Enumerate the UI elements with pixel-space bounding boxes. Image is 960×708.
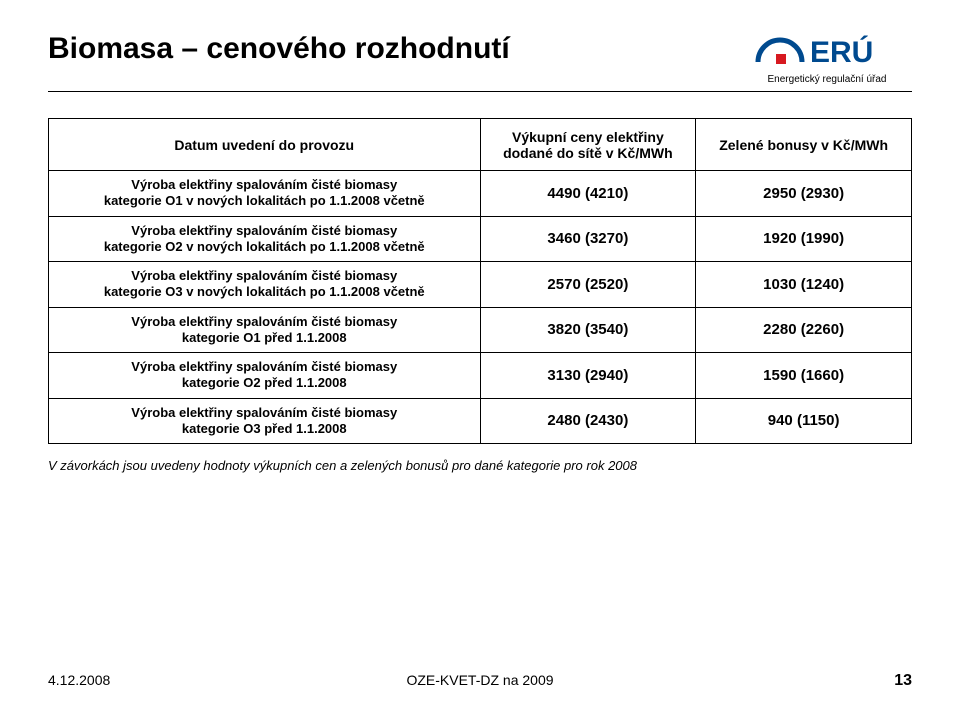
- title-underline: [48, 91, 912, 92]
- svg-text:ERÚ: ERÚ: [810, 35, 873, 69]
- cell-price: 4490 (4210): [480, 171, 696, 217]
- row-label-l1: Výroba elektřiny spalováním čisté biomas…: [131, 314, 397, 329]
- cell-bonus: 1590 (1660): [696, 353, 912, 399]
- cell-price: 3130 (2940): [480, 353, 696, 399]
- footer: 4.12.2008 OZE-KVET-DZ na 2009 13: [48, 672, 912, 690]
- table-row: Výroba elektřiny spalováním čisté biomas…: [49, 171, 912, 217]
- cell-bonus: 1030 (1240): [696, 262, 912, 308]
- table-row: Výroba elektřiny spalováním čisté biomas…: [49, 353, 912, 399]
- logo: ERÚ Energetický regulační úřad: [742, 28, 912, 85]
- table-header-row: Datum uvedení do provozu Výkupní ceny el…: [49, 119, 912, 171]
- col-header-bonus: Zelené bonusy v Kč/MWh: [696, 119, 912, 171]
- table-row: Výroba elektřiny spalováním čisté biomas…: [49, 307, 912, 353]
- cell-bonus: 1920 (1990): [696, 216, 912, 262]
- table-row: Výroba elektřiny spalováním čisté biomas…: [49, 262, 912, 308]
- row-label: Výroba elektřiny spalováním čisté biomas…: [49, 353, 481, 399]
- cell-bonus: 940 (1150): [696, 398, 912, 444]
- row-label-l2: kategorie O1 před 1.1.2008: [182, 330, 347, 345]
- row-label-l1: Výroba elektřiny spalováním čisté biomas…: [131, 177, 397, 192]
- table-row: Výroba elektřiny spalováním čisté biomas…: [49, 398, 912, 444]
- footer-center: OZE-KVET-DZ na 2009: [48, 672, 912, 688]
- col-header-price-l2: dodané do sítě v Kč/MWh: [503, 145, 673, 161]
- row-label-l2: kategorie O3 v nových lokalitách po 1.1.…: [104, 284, 425, 299]
- cell-price: 3460 (3270): [480, 216, 696, 262]
- row-label-l2: kategorie O3 před 1.1.2008: [182, 421, 347, 436]
- col-header-date: Datum uvedení do provozu: [49, 119, 481, 171]
- header-row: Biomasa – cenového rozhodnutí ERÚ Energe…: [48, 28, 912, 85]
- title-block: Biomasa – cenového rozhodnutí: [48, 28, 510, 66]
- footnote: V závorkách jsou uvedeny hodnoty výkupní…: [48, 458, 912, 473]
- pricing-table: Datum uvedení do provozu Výkupní ceny el…: [48, 118, 912, 444]
- page-title: Biomasa – cenového rozhodnutí: [48, 32, 510, 66]
- row-label: Výroba elektřiny spalováním čisté biomas…: [49, 262, 481, 308]
- row-label: Výroba elektřiny spalováním čisté biomas…: [49, 216, 481, 262]
- cell-price: 3820 (3540): [480, 307, 696, 353]
- row-label-l1: Výroba elektřiny spalováním čisté biomas…: [131, 359, 397, 374]
- cell-bonus: 2950 (2930): [696, 171, 912, 217]
- eru-logo-icon: ERÚ: [752, 28, 902, 72]
- row-label-l1: Výroba elektřiny spalováním čisté biomas…: [131, 223, 397, 238]
- table-row: Výroba elektřiny spalováním čisté biomas…: [49, 216, 912, 262]
- cell-bonus: 2280 (2260): [696, 307, 912, 353]
- row-label: Výroba elektřiny spalováním čisté biomas…: [49, 171, 481, 217]
- row-label: Výroba elektřiny spalováním čisté biomas…: [49, 398, 481, 444]
- row-label-l2: kategorie O2 v nových lokalitách po 1.1.…: [104, 239, 425, 254]
- row-label-l2: kategorie O2 před 1.1.2008: [182, 375, 347, 390]
- col-header-price-l1: Výkupní ceny elektřiny: [512, 129, 664, 145]
- col-header-price: Výkupní ceny elektřiny dodané do sítě v …: [480, 119, 696, 171]
- logo-subtitle: Energetický regulační úřad: [742, 74, 912, 85]
- cell-price: 2480 (2430): [480, 398, 696, 444]
- row-label-l2: kategorie O1 v nových lokalitách po 1.1.…: [104, 193, 425, 208]
- cell-price: 2570 (2520): [480, 262, 696, 308]
- row-label-l1: Výroba elektřiny spalováním čisté biomas…: [131, 405, 397, 420]
- row-label-l1: Výroba elektřiny spalováním čisté biomas…: [131, 268, 397, 283]
- row-label: Výroba elektřiny spalováním čisté biomas…: [49, 307, 481, 353]
- slide: Biomasa – cenového rozhodnutí ERÚ Energe…: [0, 0, 960, 708]
